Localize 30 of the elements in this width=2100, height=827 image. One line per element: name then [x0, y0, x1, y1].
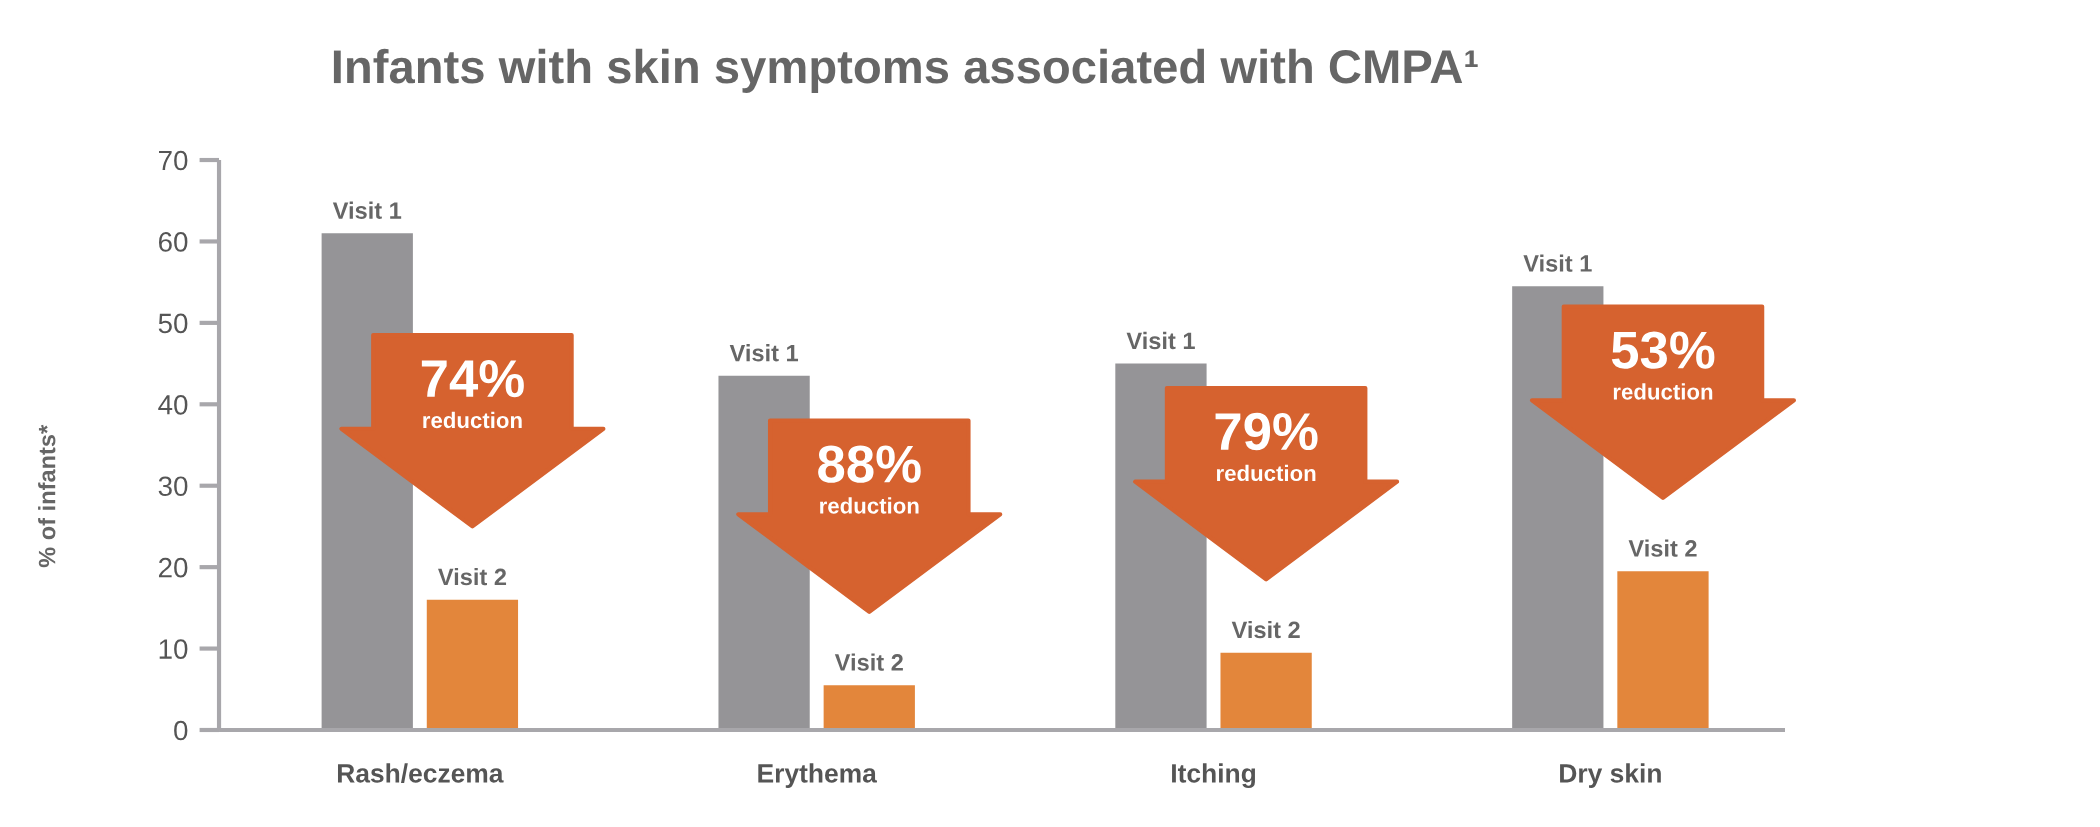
y-tick-label: 40: [158, 394, 188, 415]
annotation: 79% reduction: [1215, 412, 1318, 482]
text: Visit 2: [834, 653, 903, 671]
bar: [823, 685, 915, 730]
x-tick-label: Dry skin: [1560, 763, 1661, 788]
y-tick-label: 20: [158, 557, 188, 578]
annotation: 88% reduction: [818, 445, 921, 514]
series-label: Visit 1: [1126, 331, 1195, 350]
y-tick-label: 70: [159, 150, 188, 171]
y-tick-label: 30: [158, 476, 188, 497]
x-tick-label: Itching: [1172, 763, 1256, 789]
y-tick-label: 0: [174, 720, 188, 741]
x-tick-label: Rash/eczema: [337, 763, 504, 783]
text: Visit 2: [1628, 539, 1697, 557]
y-tick-label: 50: [158, 313, 188, 334]
x-tick-label: Erythema: [758, 763, 877, 788]
text: Visit 1: [729, 344, 799, 362]
text: Visit 2: [1231, 620, 1300, 639]
y-tick-label: 60: [158, 232, 188, 252]
bar: [426, 599, 519, 730]
annotation: 53% reduction: [1611, 331, 1715, 400]
y-axis-title: % of infants*: [38, 424, 56, 568]
annotation: 74% reduction: [421, 360, 524, 429]
bar: [1220, 652, 1312, 730]
text: Visit 1: [332, 201, 402, 219]
bar: [1617, 571, 1709, 730]
series-label: Visit 2: [438, 567, 507, 586]
y-tick-label: 10: [159, 639, 188, 659]
chart-title: Infants with skin symptoms associated with CMPA¹: [333, 48, 1478, 93]
text: Visit 1: [1523, 254, 1592, 272]
